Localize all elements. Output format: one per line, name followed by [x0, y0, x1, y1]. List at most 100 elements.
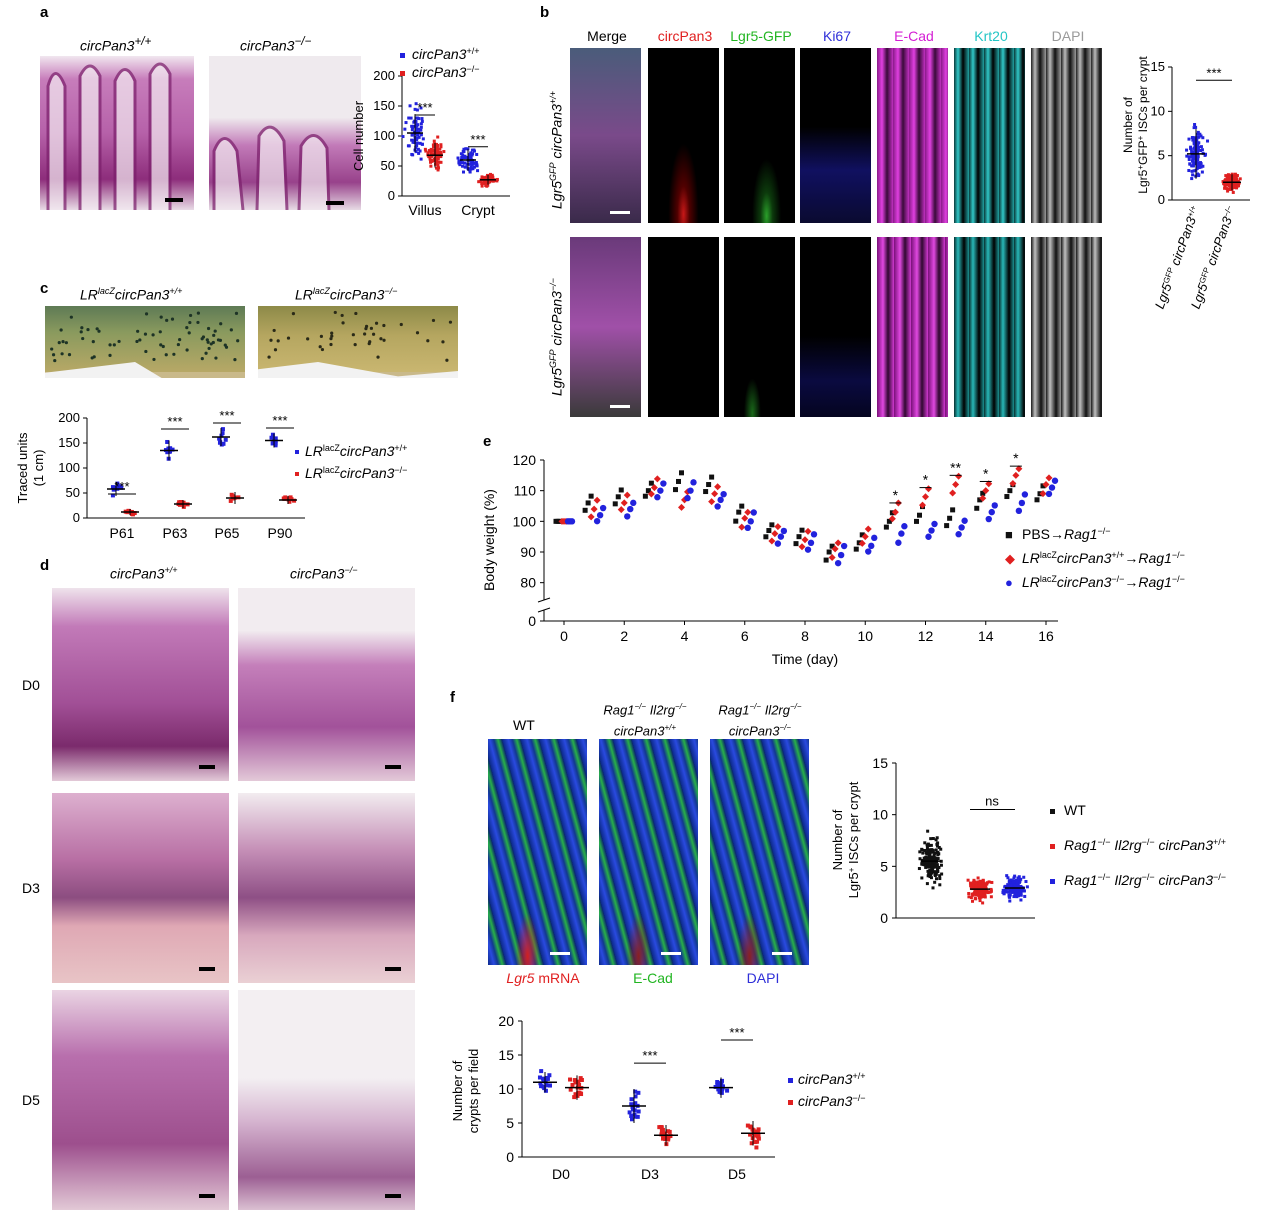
data-point: [864, 525, 872, 533]
data-point: [985, 480, 993, 488]
data-point: [929, 843, 933, 847]
data-point: [990, 880, 994, 884]
data-point: [974, 881, 978, 885]
data-point: [974, 886, 978, 890]
y-axis-label-line2: Lgr5+GFP+ ISCs per crypt: [1136, 56, 1151, 194]
lacz-spot: [205, 338, 209, 342]
data-point: [1226, 173, 1230, 177]
lacz-spot: [187, 331, 191, 335]
data-point: [547, 1083, 552, 1088]
data-point: [434, 162, 438, 166]
x-tick-label: 12: [918, 628, 934, 644]
data-point: [952, 481, 960, 489]
y-axis-label-line2: crypts per field: [466, 1049, 481, 1134]
y-tick-label: 50: [381, 158, 395, 173]
data-point: [1195, 166, 1199, 170]
villus-outline-wt: [46, 62, 172, 210]
data-point: [218, 440, 223, 445]
data-point: [901, 523, 908, 530]
data-point: [933, 870, 937, 874]
data-point: [780, 527, 788, 535]
data-point: [871, 534, 878, 542]
data-point: [1201, 164, 1205, 168]
histology-tile: [238, 990, 415, 1210]
data-point: [582, 507, 588, 513]
lacz-spot: [51, 353, 56, 357]
data-point: [983, 895, 987, 899]
lacz-spot: [172, 352, 176, 356]
data-point: [410, 133, 414, 137]
data-point: [1190, 155, 1194, 159]
data-point: [823, 557, 829, 563]
data-point: [588, 493, 594, 499]
data-point: [935, 836, 939, 840]
lacz-spot: [206, 326, 211, 331]
data-point: [858, 539, 866, 547]
micrograph-tile: [1031, 237, 1102, 417]
micrograph-tile: [570, 237, 641, 417]
data-point: [1021, 491, 1029, 498]
data-point: [837, 551, 845, 559]
y-tick-label: 100: [513, 513, 537, 529]
channel-label: Merge: [587, 28, 627, 44]
y-tick-label: 80: [520, 575, 536, 591]
f-col-wt: WT: [513, 717, 535, 733]
data-point: [768, 537, 776, 545]
data-point: [659, 1132, 664, 1137]
data-point: [587, 513, 595, 521]
data-point: [981, 901, 985, 905]
data-point: [751, 1128, 756, 1133]
data-point: [932, 860, 936, 864]
data-point: [1009, 883, 1013, 887]
data-point: [725, 1088, 730, 1093]
data-point: [716, 1087, 721, 1092]
histology-tile: [52, 793, 229, 983]
data-point: [947, 515, 953, 521]
data-point: [1048, 484, 1056, 491]
data-point: [420, 119, 424, 123]
histology-tile: [52, 588, 229, 781]
data-point: [777, 533, 785, 540]
data-point: [429, 160, 433, 164]
data-point: [438, 147, 442, 151]
axis-break: [537, 597, 551, 603]
histology-villus-wt: [40, 56, 194, 210]
data-point: [1019, 898, 1023, 902]
y-axis-label: Cell number: [351, 100, 366, 171]
data-point: [657, 487, 664, 494]
whole-mount-lacz-ko: [258, 306, 458, 378]
lacz-spot: [214, 356, 218, 360]
data-point: [165, 439, 170, 444]
data-point: [427, 149, 431, 153]
lacz-spot: [200, 356, 204, 361]
data-point: [1204, 152, 1208, 156]
lacz-spot: [234, 311, 239, 315]
data-point: [1005, 874, 1009, 878]
data-point: [612, 501, 618, 507]
data-point: [434, 156, 438, 160]
data-point: [933, 873, 937, 877]
data-point: [1225, 176, 1229, 180]
data-point: [659, 1128, 664, 1133]
data-point: [1196, 132, 1200, 136]
data-point: [969, 896, 973, 900]
data-point: [966, 878, 970, 882]
scale-bar: [550, 952, 570, 955]
data-point: [1012, 471, 1020, 479]
data-point: [931, 868, 935, 872]
significance-label: ***: [219, 408, 234, 423]
data-point: [439, 150, 443, 154]
x-tick-label: 4: [681, 628, 689, 644]
data-point: [653, 475, 661, 483]
data-point: [538, 1081, 543, 1086]
histology-tile: [238, 588, 415, 781]
data-point: [650, 484, 658, 492]
lacz-spot: [211, 340, 215, 345]
data-point: [985, 882, 989, 886]
lacz-spot: [143, 332, 148, 336]
data-point: [917, 512, 922, 518]
data-point: [647, 490, 655, 498]
data-point: [1193, 154, 1197, 158]
data-point: [615, 494, 621, 500]
legend-entry: circPan3−/−: [798, 1093, 865, 1109]
